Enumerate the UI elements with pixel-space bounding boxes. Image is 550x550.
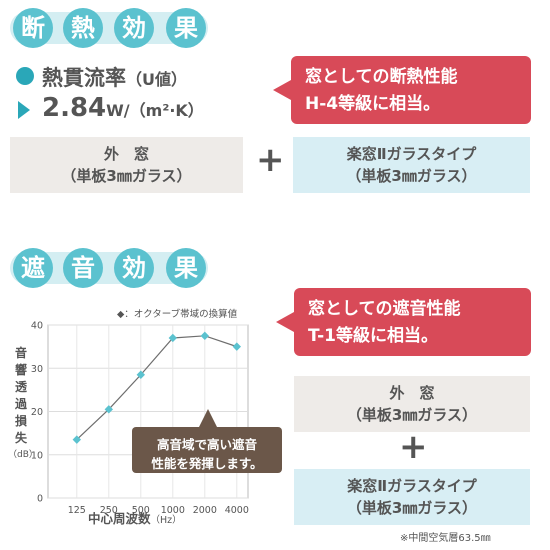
rate-label-paren: （U値） (126, 70, 187, 89)
ylabel-char: 音 (14, 346, 27, 360)
insulation-title-char-2: 熱 (63, 8, 103, 48)
ylabel-unit: （dB） (8, 450, 38, 460)
chart-point (104, 405, 113, 414)
ylabel-char: 損 (14, 414, 27, 428)
rate-unit: W/（m²·K） (106, 101, 204, 120)
rate-value: 2.84 (42, 93, 107, 123)
sound-inner-window-box: 楽窓Ⅱガラスタイプ （単板3㎜ガラス） (294, 469, 530, 525)
sound-chart: ◆：オクターブ帯域の換算値 0 10 20 30 40 125 250 500 1000 200… (31, 308, 249, 526)
sound-title-char-3: 効 (114, 248, 154, 288)
bullet-dot-icon (16, 67, 34, 85)
xlabel-unit: （Hz） (151, 514, 182, 526)
chart-xtick-label: 2000 (193, 505, 217, 516)
chart-ytick-label: 30 (31, 364, 43, 375)
chart-point (72, 435, 81, 444)
insulation-inner-line2: （単板3㎜ガラス） (346, 167, 477, 185)
chart-point (168, 333, 177, 343)
chart-xtick-label: 500 (132, 505, 150, 516)
insulation-callout-line1: 窓としての断熱性能 (305, 67, 458, 87)
sound-callout-line2: T-1等級に相当。 (308, 326, 438, 346)
insulation-title-char-4: 果 (166, 8, 206, 48)
rate-value-line: 2.84W/（m²·K） (42, 93, 204, 123)
insulation-inner-window-box: 楽窓Ⅱガラスタイプ （単板3㎜ガラス） (293, 137, 530, 193)
chart-ytick-label: 20 (31, 407, 43, 418)
insulation-title-char-1: 断 (13, 8, 53, 48)
rate-label-text: 熱貫流率 (42, 66, 126, 90)
ylabel-char: 透 (14, 380, 27, 394)
chart-point (232, 342, 241, 351)
chart-ytick-label: 40 (31, 321, 43, 332)
sound-title-char-4: 果 (166, 248, 206, 288)
insulation-callout-line2: H-4等級に相当。 (305, 94, 441, 114)
chart-xtick-label: 125 (68, 505, 86, 516)
ylabel-char: 響 (14, 363, 27, 377)
sound-callout-line1: 窓としての遮音性能 (308, 299, 461, 319)
rate-label: 熱貫流率（U値） (42, 62, 187, 92)
chart-ytick-label: 0 (37, 494, 43, 505)
insulation-callout: 窓としての断熱性能 H-4等級に相当。 (273, 56, 531, 124)
insulation-title-char-3: 効 (114, 8, 154, 48)
sound-title-char-1: 遮 (13, 248, 53, 288)
footnote: ※中間空気層63.5㎜ (400, 533, 491, 544)
sound-outer-line1: 外 窓 (389, 384, 435, 402)
chart-xtick-label: 1000 (161, 505, 185, 516)
chart-callout-line1: 高音域で高い遮音 (156, 437, 257, 452)
sound-callout: 窓としての遮音性能 T-1等級に相当。 (276, 288, 531, 356)
insulation-plus-icon: + (256, 140, 285, 180)
chart-callout: 高音域で高い遮音 性能を発揮します。 (132, 409, 282, 473)
chart-yticks: 0 10 20 30 40 (31, 321, 43, 505)
chart-grid (47, 324, 249, 499)
chart-point (200, 331, 209, 341)
insulation-outer-line2: （単板3㎜ガラス） (61, 167, 192, 185)
chart-callout-line2: 性能を発揮します。 (151, 456, 263, 471)
chart-series-line (76, 335, 237, 441)
chart-markers (72, 331, 241, 444)
sound-plus-icon: + (399, 427, 428, 467)
insulation-outer-window-box: 外 窓 （単板3㎜ガラス） (10, 137, 243, 193)
insulation-outer-line1: 外 窓 (103, 145, 149, 163)
xlabel-text: 中心周波数 (88, 511, 151, 526)
chart-xtick-label: 4000 (225, 505, 249, 516)
sound-inner-line2: （単板3㎜ガラス） (346, 499, 478, 517)
sound-outer-line2: （単板3㎜ガラス） (346, 406, 478, 424)
sound-title-char-2: 音 (63, 248, 103, 288)
chart-point (136, 370, 145, 379)
chart-xlabel: 中心周波数（Hz） (88, 511, 182, 526)
insulation-inner-line1: 楽窓Ⅱガラスタイプ (346, 145, 477, 163)
chart-legend: ◆：オクターブ帯域の換算値 (117, 308, 238, 320)
bullet-triangle-icon (18, 101, 30, 119)
sound-outer-window-box: 外 窓 （単板3㎜ガラス） (294, 376, 530, 432)
sound-inner-line1: 楽窓Ⅱガラスタイプ (347, 477, 477, 495)
ylabel-char: 過 (14, 397, 27, 411)
chart-xticks: 125 250 500 1000 2000 4000 (68, 505, 249, 516)
chart-ytick-label: 10 (31, 450, 43, 461)
chart-xtick-label: 250 (100, 505, 118, 516)
chart-ylabel: 音 響 透 過 損 失 （dB） (8, 345, 38, 464)
ylabel-char: 失 (14, 431, 27, 445)
